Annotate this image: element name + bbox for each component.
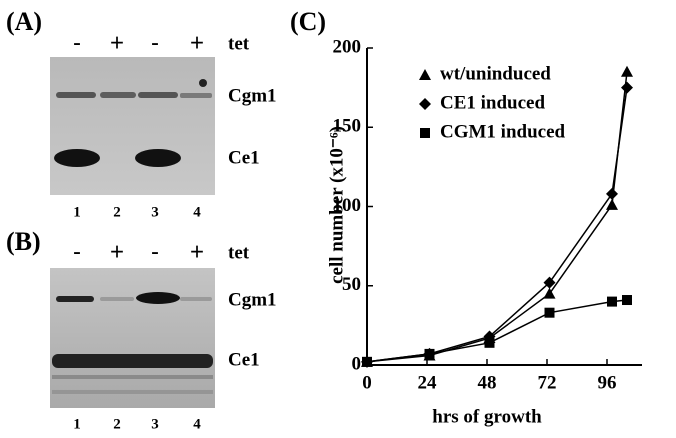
marker bbox=[621, 65, 633, 77]
marker bbox=[607, 296, 617, 307]
x-tick-label: 72 bbox=[538, 372, 557, 393]
legend-label: wt/uninduced bbox=[440, 63, 551, 84]
treatment: tet bbox=[228, 242, 250, 263]
band-label: Ce1 bbox=[228, 349, 260, 370]
band-label: Cgm1 bbox=[228, 289, 277, 310]
band-label: Ce1 bbox=[228, 147, 260, 168]
x-tick-label: 48 bbox=[478, 372, 497, 393]
marker bbox=[420, 128, 430, 138]
lane-number: 4 bbox=[193, 204, 201, 220]
marker bbox=[484, 337, 495, 348]
treatment: tet bbox=[228, 33, 250, 54]
gel bbox=[50, 268, 215, 408]
lane-sign: - bbox=[73, 29, 81, 56]
lane-sign: + bbox=[190, 29, 204, 56]
x-axis-label: hrs of growth bbox=[432, 406, 542, 427]
marker bbox=[621, 81, 633, 94]
panel-label: (A) bbox=[6, 7, 42, 36]
marker bbox=[622, 295, 632, 306]
lane-number: 1 bbox=[73, 416, 81, 432]
lane-number: 3 bbox=[151, 416, 159, 432]
marker bbox=[543, 287, 556, 299]
lane-number: 3 bbox=[151, 204, 159, 220]
x-tick-label: 0 bbox=[362, 372, 372, 393]
band-label: Cgm1 bbox=[228, 85, 277, 106]
marker bbox=[419, 69, 431, 80]
marker bbox=[419, 98, 431, 110]
gel-bands bbox=[52, 292, 213, 394]
legend-label: CGM1 induced bbox=[440, 121, 566, 142]
chart-title: (C) bbox=[290, 7, 326, 36]
lane-sign: + bbox=[190, 238, 204, 265]
marker bbox=[606, 198, 618, 210]
y-tick-label: 200 bbox=[333, 36, 362, 57]
lane-number: 2 bbox=[113, 204, 121, 220]
marker bbox=[544, 307, 555, 318]
y-tick-label: 100 bbox=[333, 195, 362, 216]
panel-label: (B) bbox=[6, 227, 41, 256]
legend-label: CE1 induced bbox=[440, 92, 545, 113]
gel-bands bbox=[54, 79, 212, 167]
y-tick-label: 0 bbox=[352, 353, 362, 374]
lane-sign: - bbox=[151, 238, 159, 265]
lane-number: 2 bbox=[113, 416, 121, 432]
series-line bbox=[366, 299, 628, 363]
x-tick-label: 96 bbox=[598, 372, 617, 393]
x-tick-label: 24 bbox=[418, 372, 438, 393]
y-tick-label: 50 bbox=[342, 274, 361, 295]
lane-number: 1 bbox=[73, 204, 81, 220]
lane-sign: + bbox=[110, 238, 124, 265]
y-axis-label: cell number (x10⁻⁶) bbox=[326, 126, 347, 284]
lane-number: 4 bbox=[193, 416, 201, 432]
series-line bbox=[366, 71, 628, 363]
y-tick-label: 150 bbox=[333, 116, 362, 137]
lane-sign: - bbox=[151, 29, 159, 56]
marker bbox=[362, 356, 372, 367]
lane-sign: - bbox=[73, 238, 81, 265]
lane-sign: + bbox=[110, 29, 124, 56]
marker bbox=[606, 187, 618, 200]
gel bbox=[50, 57, 215, 195]
marker bbox=[424, 348, 435, 359]
marker bbox=[543, 276, 556, 289]
